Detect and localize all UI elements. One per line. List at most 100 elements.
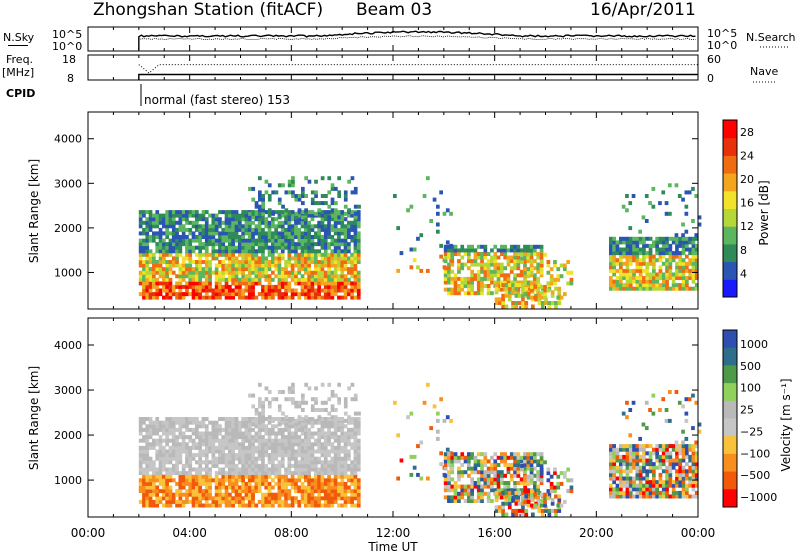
velocity-cell: [231, 460, 235, 465]
power-cell: [668, 236, 673, 241]
power-cell: [516, 280, 521, 285]
date-label: 16/Apr/2011: [590, 0, 696, 20]
velocity-cell: [337, 485, 341, 490]
power-cell: [168, 284, 173, 289]
velocity-cell: [257, 424, 262, 429]
velocity-cell: [257, 427, 262, 432]
power-cell: [290, 217, 295, 222]
velocity-cell: [327, 467, 331, 472]
power-cell: [668, 286, 673, 291]
velocity-cell: [340, 438, 345, 443]
power-cell: [409, 247, 414, 252]
velocity-cell: [254, 418, 259, 423]
velocity-cell: [539, 460, 544, 465]
velocity-cell: [470, 470, 474, 475]
velocity-cell: [330, 408, 335, 412]
power-cell: [307, 249, 311, 254]
power-cell: [287, 295, 292, 300]
velocity-cell: [470, 499, 474, 503]
power-cell: [569, 270, 574, 275]
power-cell: [675, 251, 679, 256]
power-cell: [635, 236, 640, 241]
velocity-cell: [171, 463, 176, 468]
velocity-cell: [503, 459, 507, 464]
power-cell: [684, 204, 689, 209]
power-cell: [244, 245, 249, 250]
power-cell: [503, 244, 507, 249]
velocity-cell: [195, 485, 199, 490]
velocity-cell: [287, 427, 292, 432]
power-cell: [668, 258, 673, 263]
power-cell: [307, 242, 311, 247]
power-cell: [694, 243, 699, 248]
velocity-cell: [559, 503, 564, 508]
power-cell: [480, 262, 484, 267]
velocity-cell: [171, 424, 176, 429]
velocity-cell: [188, 445, 193, 450]
power-cell: [291, 190, 295, 195]
power-cell: [533, 287, 537, 292]
power-cell: [247, 270, 252, 275]
velocity-cell: [218, 471, 222, 476]
velocity-cell: [350, 420, 354, 425]
power-cell: [333, 242, 338, 247]
freq-right-tick-top: 60: [707, 53, 721, 66]
power-cell: [350, 256, 354, 261]
power-cell: [507, 293, 512, 298]
velocity-cell: [267, 427, 272, 432]
velocity-cell: [258, 411, 262, 416]
velocity-cell: [323, 492, 328, 497]
power-cell: [340, 224, 345, 229]
velocity-cell: [178, 499, 183, 504]
velocity-cell: [333, 489, 338, 494]
power-cell: [244, 210, 249, 215]
velocity-cell: [526, 478, 531, 483]
power-cell: [171, 227, 176, 232]
velocity-cell: [511, 508, 515, 513]
power-cell: [668, 251, 673, 256]
velocity-cell: [142, 471, 146, 476]
velocity-cell: [658, 483, 663, 488]
velocity-cell: [347, 474, 351, 479]
velocity-cell: [294, 481, 298, 486]
power-cell: [320, 263, 325, 268]
power-cell: [516, 252, 521, 256]
power-cell: [638, 268, 643, 273]
power-cell: [280, 256, 285, 261]
velocity-cell: [142, 503, 146, 508]
velocity-cell: [148, 485, 153, 490]
velocity-cell: [353, 478, 358, 483]
cpid-label: CPID: [6, 87, 36, 100]
power-cell: [290, 245, 295, 250]
power-cell: [628, 254, 633, 259]
power-cell: [271, 260, 275, 264]
velocity-cell: [241, 463, 245, 468]
power-cell: [470, 287, 474, 292]
power-cell: [304, 267, 308, 272]
power-cell: [450, 244, 455, 249]
velocity-cell: [333, 496, 338, 501]
power-cell: [290, 210, 295, 215]
power-cell: [238, 224, 242, 229]
power-cell: [304, 176, 308, 181]
power-cell: [294, 211, 299, 216]
velocity-colorbar-band: [723, 453, 737, 473]
velocity-cell: [330, 489, 335, 494]
power-cell: [155, 245, 160, 250]
velocity-cell: [320, 431, 325, 436]
velocity-cell: [337, 442, 341, 447]
power-cell: [651, 204, 656, 209]
velocity-cell: [519, 488, 524, 493]
velocity-cell: [148, 442, 153, 447]
velocity-cell: [231, 449, 235, 454]
power-cell: [195, 252, 199, 257]
velocity-cell: [218, 496, 222, 501]
velocity-cell: [496, 470, 501, 475]
power-cell: [201, 274, 206, 279]
velocity-cell: [500, 481, 504, 485]
power-cell: [540, 301, 545, 305]
velocity-cell: [470, 466, 474, 471]
velocity-cell: [480, 495, 484, 500]
power-cell: [628, 251, 633, 256]
power-cell: [231, 256, 235, 261]
